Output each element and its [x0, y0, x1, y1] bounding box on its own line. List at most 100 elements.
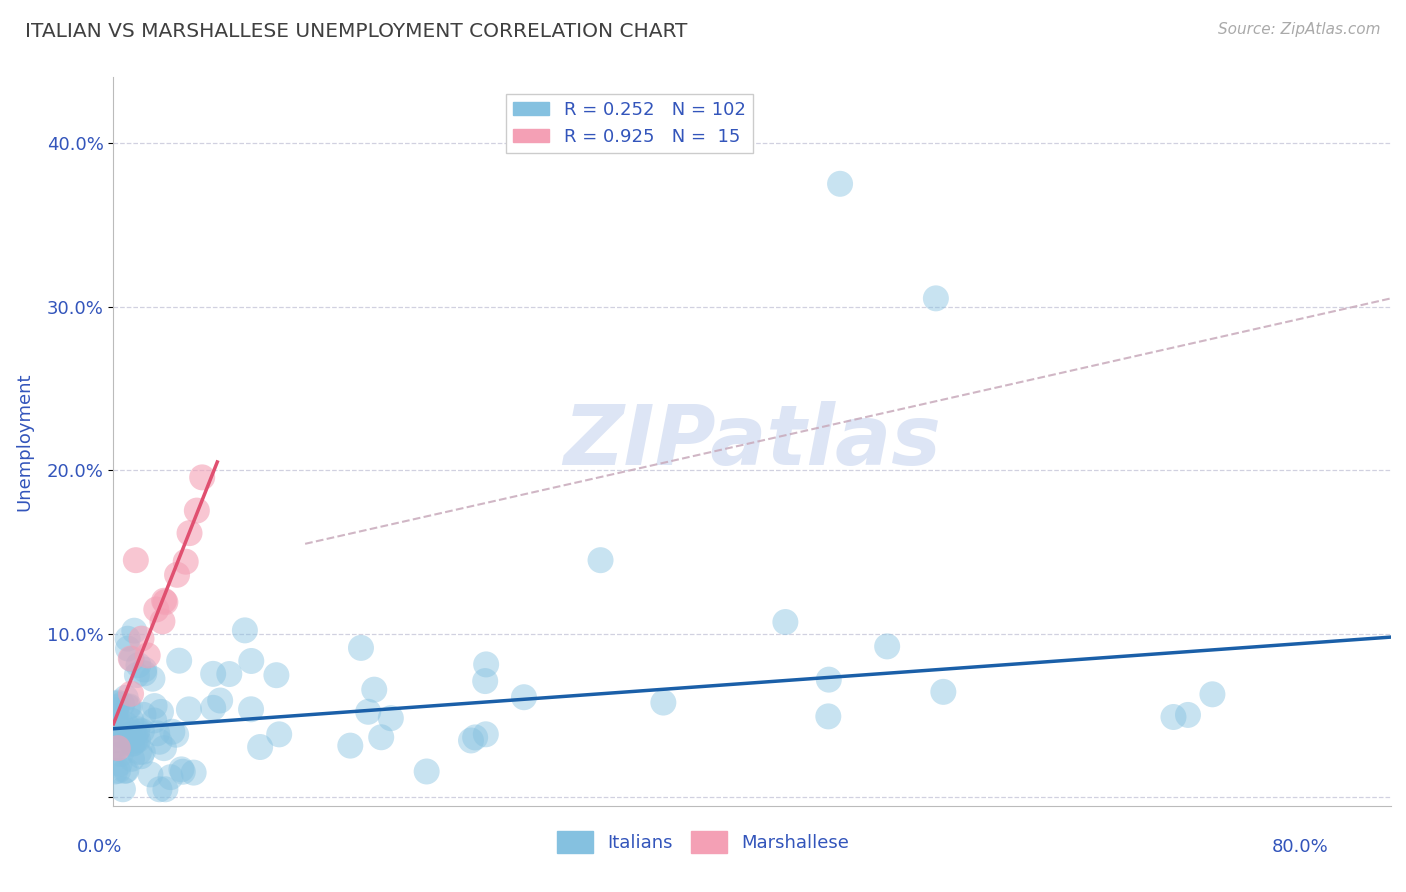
Point — [127, 722, 149, 736]
Point — [104, 733, 127, 747]
Point — [128, 745, 150, 759]
Point — [1201, 687, 1223, 701]
Point — [652, 696, 675, 710]
Point — [179, 526, 201, 541]
Point — [269, 727, 291, 741]
Point — [124, 727, 146, 741]
Text: 0.0%: 0.0% — [77, 838, 122, 855]
Point — [107, 764, 129, 778]
Point — [464, 731, 486, 745]
Point — [117, 632, 139, 646]
Point — [115, 764, 138, 778]
Point — [165, 728, 187, 742]
Y-axis label: Unemployment: Unemployment — [15, 372, 32, 511]
Point — [183, 765, 205, 780]
Point — [828, 177, 851, 191]
Point — [460, 733, 482, 747]
Point — [121, 737, 143, 751]
Point — [209, 693, 232, 707]
Point — [141, 672, 163, 686]
Point — [111, 729, 134, 743]
Point — [121, 652, 143, 666]
Point — [125, 668, 148, 682]
Point — [817, 709, 839, 723]
Point — [124, 733, 146, 747]
Point — [148, 735, 170, 749]
Point — [475, 727, 498, 741]
Point — [1177, 707, 1199, 722]
Point — [174, 555, 197, 569]
Point — [127, 732, 149, 747]
Point — [132, 707, 155, 722]
Point — [114, 690, 136, 705]
Point — [474, 674, 496, 689]
Point — [107, 696, 129, 710]
Point — [118, 699, 141, 714]
Point — [153, 741, 176, 756]
Legend: R = 0.252   N = 102, R = 0.925   N =  15: R = 0.252 N = 102, R = 0.925 N = 15 — [506, 94, 752, 153]
Point — [513, 690, 536, 705]
Point — [589, 553, 612, 567]
Point — [120, 687, 142, 701]
Point — [1163, 710, 1185, 724]
Point — [357, 705, 380, 719]
Point — [139, 767, 162, 781]
Point — [162, 724, 184, 739]
Point — [145, 602, 167, 616]
Point — [104, 739, 127, 753]
Point — [177, 702, 200, 716]
Point — [108, 756, 131, 771]
Point — [110, 718, 132, 732]
Point — [104, 764, 127, 779]
Point — [143, 699, 166, 714]
Point — [114, 764, 136, 778]
Point — [122, 736, 145, 750]
Point — [475, 657, 498, 672]
Point — [120, 714, 142, 728]
Point — [127, 658, 149, 673]
Point — [125, 553, 148, 567]
Point — [134, 663, 156, 677]
Point — [117, 700, 139, 714]
Point — [186, 503, 208, 517]
Point — [218, 667, 240, 681]
Point — [104, 697, 127, 711]
Point — [152, 615, 174, 629]
Point — [167, 654, 190, 668]
Text: 80.0%: 80.0% — [1272, 838, 1329, 855]
Text: ITALIAN VS MARSHALLESE UNEMPLOYMENT CORRELATION CHART: ITALIAN VS MARSHALLESE UNEMPLOYMENT CORR… — [25, 22, 688, 41]
Point — [124, 624, 146, 638]
Point — [925, 291, 948, 305]
Point — [380, 711, 402, 725]
Point — [159, 770, 181, 784]
Point — [129, 749, 152, 764]
Point — [155, 782, 177, 797]
Point — [339, 739, 361, 753]
Point — [191, 470, 214, 484]
Point — [817, 673, 839, 687]
Text: ZIPatlas: ZIPatlas — [564, 401, 941, 482]
Point — [249, 739, 271, 754]
Point — [363, 682, 385, 697]
Point — [415, 764, 437, 779]
Point — [105, 741, 128, 756]
Point — [104, 704, 127, 718]
Point — [202, 701, 225, 715]
Point — [131, 632, 153, 646]
Point — [132, 745, 155, 759]
Point — [233, 624, 256, 638]
Point — [121, 752, 143, 766]
Point — [155, 595, 177, 609]
Point — [120, 731, 142, 745]
Point — [370, 731, 392, 745]
Point — [120, 651, 142, 665]
Point — [775, 615, 797, 629]
Point — [932, 685, 955, 699]
Point — [170, 763, 193, 777]
Point — [111, 698, 134, 712]
Point — [240, 654, 263, 668]
Point — [115, 717, 138, 731]
Point — [166, 567, 188, 582]
Point — [131, 724, 153, 739]
Point — [146, 726, 169, 740]
